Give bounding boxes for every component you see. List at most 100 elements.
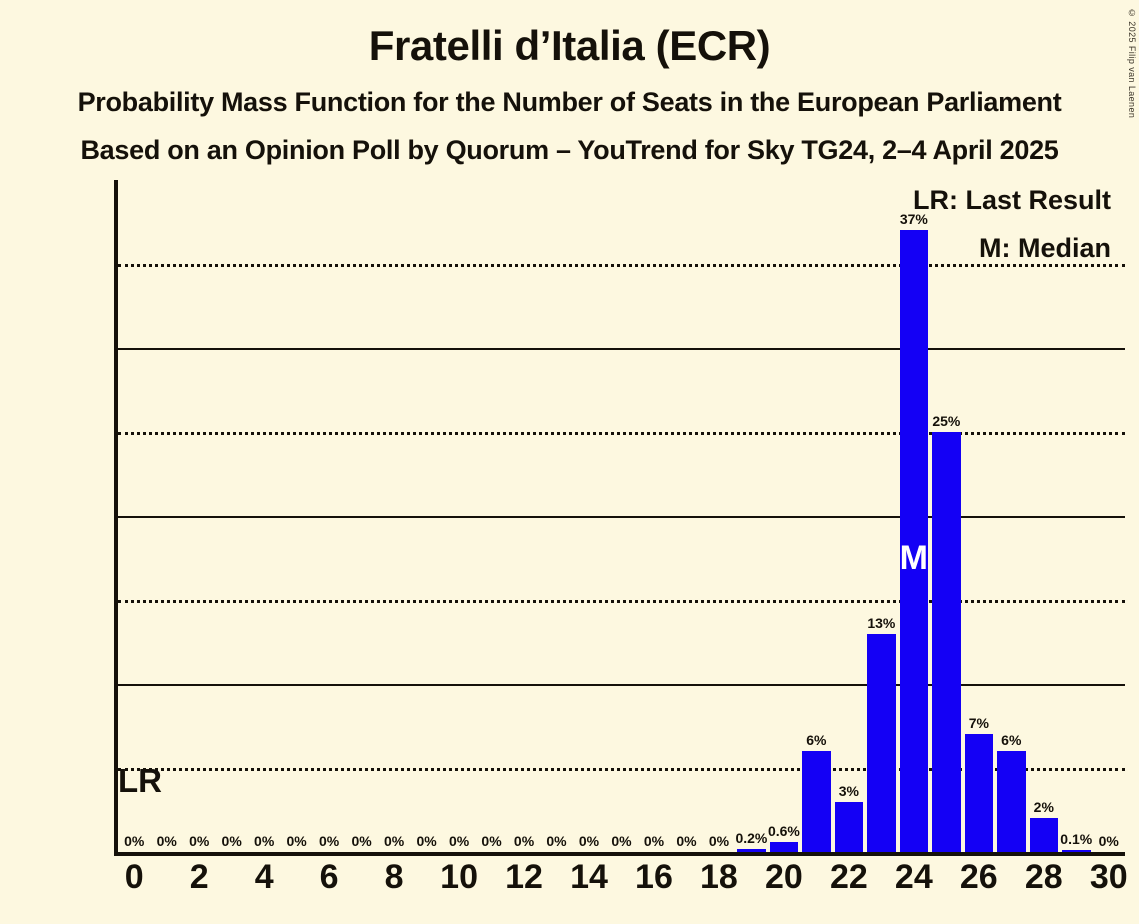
bar-slot[interactable]: 0% [118,180,150,852]
gridline-minor [118,600,1125,603]
x-axis-tick-label: 12 [505,858,543,896]
bar-value-label: 0% [481,833,502,849]
bar-value-label: 6% [1001,732,1022,749]
bar-value-label: 7% [968,715,989,732]
bar-value-label: 0% [221,833,242,849]
plot-area: 10%20%30% 0%0%0%0%0%0%0%0%0%0%0%0%0%0%0%… [114,180,1128,896]
bar-slot[interactable]: 25% [930,180,962,852]
bar-value-label: 0% [448,833,470,849]
x-axis-tick-label: 18 [700,858,738,896]
bar-value-label: 37% [899,211,928,228]
bar-value-label: 0% [254,833,275,849]
bar-slot[interactable]: 0% [670,180,702,852]
bar-slot[interactable]: 13% [865,180,897,852]
bar[interactable] [997,751,1026,852]
bar-slot[interactable]: 37% [898,180,930,852]
bar-value-label: 0% [383,833,405,849]
x-axis-tick-label: 0 [124,858,144,896]
bar-slot[interactable]: 0.1% [1060,180,1092,852]
gridline-major [118,348,1125,350]
bar-slot[interactable]: 0% [605,180,637,852]
bar[interactable] [769,841,799,852]
bar-value-label: 0% [351,833,372,849]
bar-slot[interactable]: 0% [508,180,540,852]
bar-slot[interactable]: 0% [638,180,670,852]
bar-value-label: 0% [708,833,730,849]
bar-slot[interactable]: 0% [703,180,735,852]
bar-value-label: 0.6% [767,822,800,839]
bar-slot[interactable]: 6% [800,180,832,852]
bar-slot[interactable]: 0% [1093,180,1125,852]
bar-slot[interactable]: 0% [378,180,410,852]
bar[interactable] [899,230,929,852]
bar-value-label: 0% [513,833,535,849]
x-axis-tick-label: 30 [1089,858,1128,896]
gridline-minor [118,432,1125,435]
x-axis-line [114,852,1125,856]
x-axis-tick-label: 2 [189,858,209,896]
bar-slot[interactable]: 0% [248,180,280,852]
chart-subtitle-primary: Probability Mass Function for the Number… [77,87,1062,117]
bar-value-label: 2% [1033,799,1054,816]
bar-value-label: 0% [189,833,210,849]
bar-value-label: 0% [416,833,437,849]
page-title: Fratelli d’Italia (ECR) [368,22,771,69]
legend-median: M: Median [979,233,1111,263]
x-axis-tick-label: 16 [635,858,673,896]
bar[interactable] [802,751,831,852]
x-axis-tick-label: 28 [1024,858,1063,896]
gridline-minor [118,264,1125,267]
bar[interactable] [737,848,766,852]
bar[interactable] [867,633,896,852]
bar-slot[interactable]: 0% [183,180,215,852]
bar-slot[interactable]: 0% [345,180,377,852]
bar-value-label: 0.1% [1060,831,1093,847]
bar-slot[interactable]: 0% [313,180,345,852]
legend-last-result: LR: Last Result [912,185,1111,215]
bar-slot[interactable]: 0% [215,180,247,852]
bar-slot[interactable]: 3% [833,180,865,852]
bar-value-label: 3% [838,782,859,799]
bar-value-label: 6% [806,732,827,749]
bar-slot[interactable]: 6% [995,180,1027,852]
y-axis-line [114,180,118,856]
gridline-minor [118,768,1125,771]
copyright-notice: © 2025 Filip van Laenen [1127,8,1137,119]
bar-slot[interactable]: 0% [443,180,475,852]
bar-value-label: 0% [546,833,567,849]
median-marker: M [899,539,929,578]
x-axis-tick-label: 24 [894,858,933,896]
x-axis-tick-label: 8 [384,858,404,896]
bar[interactable] [834,801,864,852]
x-axis-tick-label: 22 [829,858,868,896]
bar-value-label: 0% [578,833,600,849]
bar-value-label: 0% [611,833,632,849]
bar-slot[interactable]: 7% [963,180,995,852]
bar-slot[interactable]: 0% [280,180,312,852]
bar-value-label: 13% [867,614,896,631]
bar-slot[interactable]: 0% [475,180,507,852]
bar-slot[interactable]: 0.6% [768,180,800,852]
bar-slot[interactable]: 2% [1028,180,1060,852]
bar-slot[interactable]: 0% [540,180,572,852]
bar[interactable] [1029,818,1059,852]
bar-slot[interactable]: 0% [150,180,182,852]
bar-value-label: 0% [124,833,145,849]
bar-slot[interactable]: 0.2% [735,180,767,852]
last-result-marker: LR [118,762,162,799]
bar[interactable] [1062,850,1091,852]
x-axis-tick-label: 10 [440,858,478,896]
gridline-major [118,516,1125,518]
bar-value-label: 25% [932,413,961,429]
bar-slot[interactable]: 0% [573,180,605,852]
x-axis-tick-label: 26 [959,858,998,896]
bar-value-label: 0.2% [735,829,768,846]
bar-value-label: 0% [643,833,665,849]
bar-value-label: 0% [319,833,340,849]
bar-slot[interactable]: 0% [410,180,442,852]
x-axis-tick-label: 6 [319,858,339,896]
bar[interactable] [932,432,961,852]
x-axis-tick-label: 20 [764,858,803,896]
bar[interactable] [964,734,994,852]
